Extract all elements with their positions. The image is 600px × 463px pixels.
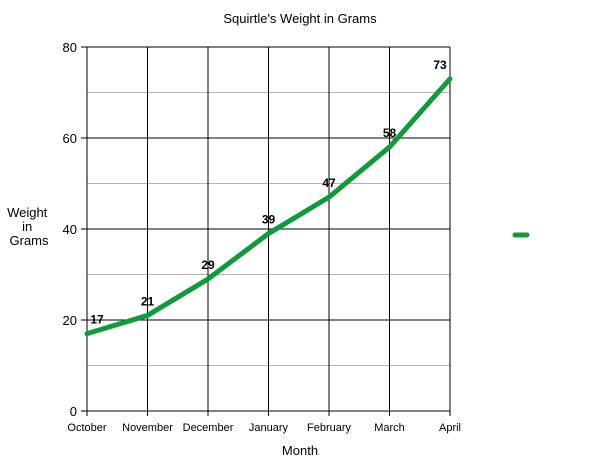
- x-tick-label: April: [439, 422, 461, 434]
- x-tick-label: February: [307, 422, 352, 434]
- y-tick-label: 40: [63, 222, 77, 237]
- y-tick-label: 80: [63, 40, 77, 55]
- axes: [86, 47, 450, 412]
- series-line: [84, 76, 453, 337]
- data-label: 39: [262, 213, 276, 227]
- y-axis-label-line-3: Grams: [10, 233, 50, 248]
- data-label: 73: [433, 58, 447, 72]
- series-group: [84, 76, 453, 337]
- data-label: 29: [201, 258, 215, 272]
- x-axis-label: Month: [282, 443, 318, 458]
- y-tick-labels: 0 20 40 60 80: [63, 40, 77, 419]
- data-label: 21: [141, 294, 155, 308]
- x-tick-label: March: [374, 422, 405, 434]
- data-labels: 17 21 29 39 47 58 73: [90, 58, 447, 327]
- data-label: 17: [90, 313, 104, 327]
- y-axis-label-line-2: in: [22, 219, 32, 234]
- y-tick-label: 0: [70, 404, 77, 419]
- major-gridlines: [81, 46, 450, 412]
- y-axis-label: Weight in Grams: [7, 205, 51, 248]
- x-tick-label: December: [183, 422, 234, 434]
- x-tick-labels: October November December January February Ma…: [67, 422, 461, 434]
- data-label: 47: [322, 176, 336, 190]
- x-tick-label: January: [249, 422, 289, 434]
- data-label: 58: [383, 126, 397, 140]
- x-tick-label: November: [122, 422, 173, 434]
- x-tick-label: October: [67, 422, 106, 434]
- y-tick-label: 60: [63, 131, 77, 146]
- chart-title: Squirtle's Weight in Grams: [223, 11, 377, 26]
- y-tick-label: 20: [63, 313, 77, 328]
- y-axis-label-line-1: Weight: [7, 205, 48, 220]
